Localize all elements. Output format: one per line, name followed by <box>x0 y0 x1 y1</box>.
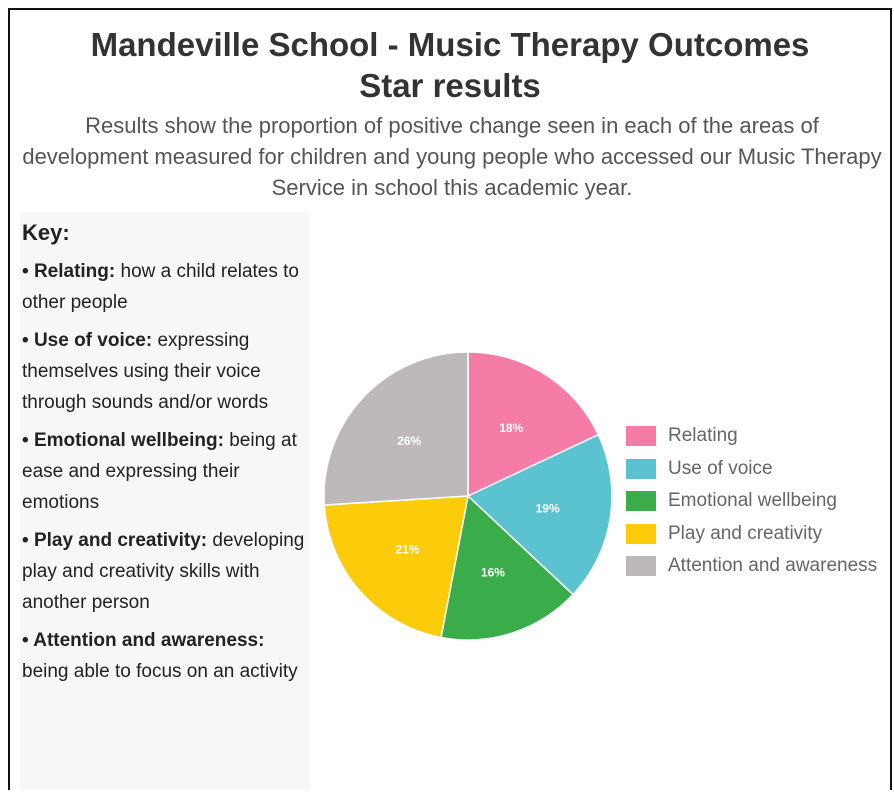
legend-item-play-and-creativity: Play and creativity <box>626 518 877 551</box>
key-term: Relating: <box>33 261 116 282</box>
pie-label-attention-and-awareness: 26% <box>397 434 421 448</box>
pie-label-emotional-wellbeing: 16% <box>481 566 505 580</box>
key-desc: expressing themselves using their voice … <box>22 330 269 413</box>
legend-label: Emotional wellbeing <box>668 490 837 512</box>
legend-swatch <box>626 491 656 512</box>
key-desc: being at ease and expressing their emoti… <box>22 430 297 513</box>
pie-slice-relating <box>467 351 600 498</box>
page-title: Mandeville School - Music Therapy Outcom… <box>10 24 890 106</box>
pie-slice-emotional-wellbeing <box>440 494 575 641</box>
title-line-2: Star results <box>359 67 541 104</box>
key-term: Attention and awareness: <box>33 630 265 651</box>
page-frame: Mandeville School - Music Therapy Outcom… <box>8 8 892 790</box>
legend-item-relating: Relating <box>626 420 877 453</box>
pie-label-play-and-creativity: 21% <box>395 542 419 556</box>
pie-chart: 18% 19% 16% 21% 26% <box>323 351 613 641</box>
chart-legend: Relating Use of voice Emotional wellbeing P… <box>626 420 877 583</box>
legend-swatch <box>626 556 656 577</box>
legend-swatch <box>626 426 656 447</box>
key-desc: developing play and creativity skills wi… <box>22 530 305 613</box>
key-desc: being able to focus on an activity <box>22 661 298 682</box>
legend-label: Attention and awareness <box>668 555 878 577</box>
legend-label: Use of voice <box>668 457 773 479</box>
key-item-relating: • Relating: how a child relates to other… <box>22 261 299 313</box>
legend-item-emotional-wellbeing: Emotional wellbeing <box>626 485 877 518</box>
legend-swatch <box>626 523 656 544</box>
pie-label-use-of-voice: 19% <box>536 502 560 516</box>
legend-swatch <box>626 458 656 479</box>
pie-slice-play-and-creativity <box>323 495 469 639</box>
key-term: Use of voice: <box>33 330 153 351</box>
pie-slice-attention-and-awareness <box>323 351 469 506</box>
key-item-emotional-wellbeing: • Emotional wellbeing: being at ease and… <box>22 430 297 513</box>
pie-slice-use-of-voice <box>466 433 613 596</box>
key-item-use-of-voice: • Use of voice: expressing themselves us… <box>22 330 269 413</box>
key-term: Play and creativity: <box>33 530 208 551</box>
key-item-play-and-creativity: • Play and creativity: developing play a… <box>22 530 305 613</box>
key-term: Emotional wellbeing: <box>33 430 224 451</box>
legend-item-use-of-voice: Use of voice <box>626 453 877 486</box>
pie-label-relating: 18% <box>499 421 523 435</box>
page-subtitle: Results show the proportion of positive … <box>22 113 882 200</box>
title-line-1: Mandeville School - Music Therapy Outcom… <box>90 26 810 63</box>
key-panel: Key: • Relating: how a child relates to … <box>20 212 310 790</box>
key-heading: Key: <box>22 220 70 245</box>
key-item-attention-and-awareness: • Attention and awareness: being able to… <box>22 630 298 682</box>
key-desc: how a child relates to other people <box>22 261 299 313</box>
legend-label: Relating <box>668 425 738 447</box>
legend-label: Play and creativity <box>668 522 823 544</box>
legend-item-attention-and-awareness: Attention and awareness <box>626 550 877 583</box>
